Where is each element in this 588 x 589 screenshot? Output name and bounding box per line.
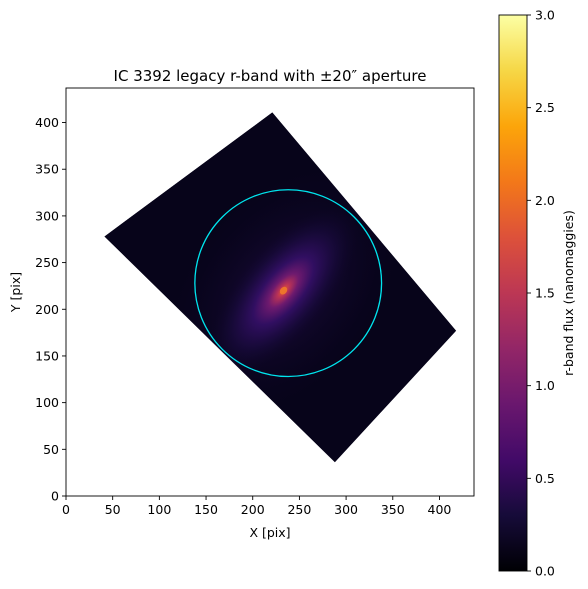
y-tick-label: 100 — [35, 395, 59, 410]
x-tick-label: 300 — [334, 502, 358, 517]
colorbar-tick-label: 0.5 — [535, 471, 555, 486]
colorbar-ticks: 0.0 0.5 1.0 1.5 2.0 2.5 3.0 — [527, 8, 555, 579]
y-tick-label: 50 — [43, 442, 59, 457]
x-tick-label: 400 — [428, 502, 452, 517]
x-tick-label: 150 — [194, 502, 218, 517]
y-tick-label: 0 — [51, 489, 59, 504]
colorbar-tick-label: 3.0 — [535, 8, 555, 23]
y-tick-label: 200 — [35, 302, 59, 317]
axes-frame — [65, 87, 475, 497]
x-tick-label: 50 — [105, 502, 121, 517]
y-axis: 0 50 100 150 200 250 300 350 400 — [35, 115, 66, 504]
x-axis-label: X [pix] — [249, 525, 290, 540]
y-tick-label: 150 — [35, 348, 59, 363]
colorbar-tick-label: 0.0 — [535, 564, 555, 579]
colorbar-tick-label: 1.0 — [535, 378, 555, 393]
galaxy-core — [279, 286, 288, 295]
colorbar-tick-label: 1.5 — [535, 286, 555, 301]
y-axis-label: Y [pix] — [8, 272, 23, 313]
colorbar-tick-label: 2.0 — [535, 193, 555, 208]
colorbar — [498, 14, 528, 572]
y-tick-label: 250 — [35, 255, 59, 270]
y-tick-label: 300 — [35, 208, 59, 223]
colorbar-tick-label: 2.5 — [535, 100, 555, 115]
x-tick-label: 0 — [62, 502, 70, 517]
chart-title: IC 3392 legacy r-band with ±20″ aperture — [114, 67, 427, 85]
colorbar-label: r-band flux (nanomaggies) — [561, 210, 576, 376]
x-tick-label: 250 — [287, 502, 311, 517]
aperture-circle — [194, 189, 383, 378]
y-tick-label: 400 — [35, 115, 59, 130]
x-axis: 0 50 100 150 200 250 300 350 400 — [62, 496, 451, 517]
x-tick-label: 100 — [147, 502, 171, 517]
plot-area — [104, 112, 457, 463]
y-tick-label: 350 — [35, 162, 59, 177]
x-tick-label: 200 — [241, 502, 265, 517]
x-tick-label: 350 — [381, 502, 405, 517]
